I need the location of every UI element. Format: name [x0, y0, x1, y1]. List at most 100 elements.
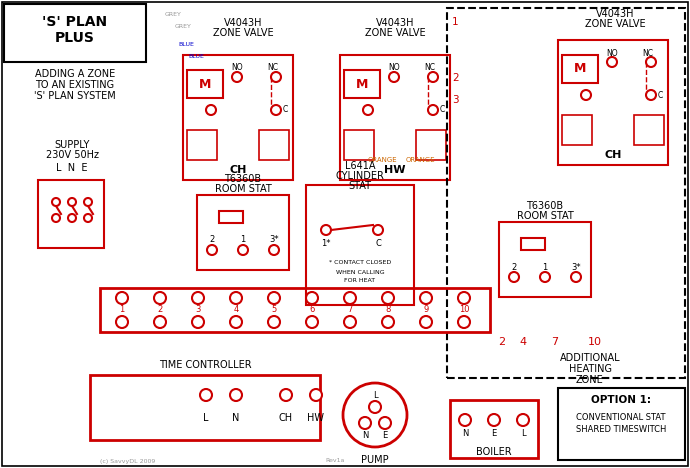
Text: 1: 1: [119, 306, 125, 314]
Circle shape: [382, 292, 394, 304]
Text: C: C: [283, 105, 288, 115]
Text: BLUE: BLUE: [188, 54, 204, 59]
Circle shape: [68, 214, 76, 222]
Bar: [416, 130, 446, 160]
Text: 2: 2: [452, 73, 459, 83]
Text: 2: 2: [209, 235, 215, 244]
Circle shape: [230, 316, 242, 328]
Text: 1: 1: [542, 263, 548, 271]
Text: GREY: GREY: [165, 13, 182, 17]
Bar: [558, 40, 668, 165]
Text: 5: 5: [271, 306, 277, 314]
Bar: [38, 180, 104, 248]
Text: * CONTACT CLOSED: * CONTACT CLOSED: [329, 261, 391, 265]
Text: E: E: [382, 431, 388, 439]
Text: L: L: [204, 413, 209, 423]
Circle shape: [230, 292, 242, 304]
Circle shape: [571, 272, 581, 282]
Circle shape: [192, 292, 204, 304]
Circle shape: [238, 245, 248, 255]
Text: V4043H: V4043H: [376, 18, 414, 28]
Text: ORANGE: ORANGE: [367, 157, 397, 163]
Text: CONVENTIONAL STAT: CONVENTIONAL STAT: [576, 414, 666, 423]
Circle shape: [207, 245, 217, 255]
Text: CH: CH: [279, 413, 293, 423]
Text: (c) SavvyDL 2009: (c) SavvyDL 2009: [100, 459, 155, 463]
Bar: [100, 288, 490, 332]
Text: 8: 8: [385, 306, 391, 314]
Circle shape: [458, 316, 470, 328]
Text: OPTION 1:: OPTION 1:: [591, 395, 651, 405]
Circle shape: [154, 316, 166, 328]
Circle shape: [343, 383, 407, 447]
Text: FOR HEAT: FOR HEAT: [344, 278, 375, 284]
Circle shape: [517, 414, 529, 426]
Bar: [344, 70, 380, 98]
Text: TIME CONTROLLER: TIME CONTROLLER: [159, 360, 251, 370]
Text: NO: NO: [388, 64, 400, 73]
Circle shape: [581, 90, 591, 100]
Circle shape: [373, 225, 383, 235]
Circle shape: [192, 316, 204, 328]
Circle shape: [268, 292, 280, 304]
Text: PUMP: PUMP: [361, 455, 388, 465]
Bar: [219, 211, 243, 223]
Text: C: C: [375, 239, 381, 248]
Circle shape: [206, 105, 216, 115]
Text: M: M: [199, 78, 211, 90]
Circle shape: [488, 414, 500, 426]
Bar: [259, 130, 289, 160]
Text: 2: 2: [157, 306, 163, 314]
Text: ZONE: ZONE: [576, 375, 604, 385]
Text: 2: 2: [498, 337, 506, 347]
Text: PLUS: PLUS: [55, 31, 95, 45]
Circle shape: [271, 105, 281, 115]
Text: SHARED TIMESWITCH: SHARED TIMESWITCH: [576, 425, 666, 434]
Circle shape: [310, 389, 322, 401]
Circle shape: [268, 316, 280, 328]
Circle shape: [232, 72, 242, 82]
Circle shape: [116, 316, 128, 328]
Bar: [183, 55, 293, 180]
Text: ZONE VALVE: ZONE VALVE: [213, 28, 273, 38]
Text: 3: 3: [452, 95, 459, 105]
Text: 230V 50Hz: 230V 50Hz: [46, 150, 99, 160]
Circle shape: [200, 389, 212, 401]
Text: 6: 6: [309, 306, 315, 314]
Text: ADDITIONAL: ADDITIONAL: [560, 353, 620, 363]
Text: 'S' PLAN: 'S' PLAN: [43, 15, 108, 29]
Circle shape: [154, 292, 166, 304]
Circle shape: [420, 316, 432, 328]
Circle shape: [540, 272, 550, 282]
Bar: [558, 388, 685, 460]
Text: T6360B: T6360B: [224, 174, 262, 184]
Text: NC: NC: [268, 64, 279, 73]
Bar: [447, 8, 685, 378]
Circle shape: [230, 389, 242, 401]
Circle shape: [509, 272, 519, 282]
Text: ROOM STAT: ROOM STAT: [215, 184, 271, 194]
Text: L641A: L641A: [345, 161, 375, 171]
Text: L: L: [521, 430, 525, 439]
Text: L  N  E: L N E: [57, 163, 88, 173]
Text: HEATING: HEATING: [569, 364, 611, 374]
Text: V4043H: V4043H: [224, 18, 262, 28]
Circle shape: [363, 105, 373, 115]
Text: TO AN EXISTING: TO AN EXISTING: [35, 80, 115, 90]
Circle shape: [68, 198, 76, 206]
Circle shape: [306, 316, 318, 328]
Circle shape: [321, 225, 331, 235]
Circle shape: [646, 90, 656, 100]
Text: BLUE: BLUE: [178, 42, 194, 46]
Circle shape: [420, 292, 432, 304]
Text: CYLINDER: CYLINDER: [335, 171, 384, 181]
Text: NC: NC: [642, 49, 653, 58]
Circle shape: [271, 72, 281, 82]
Circle shape: [84, 198, 92, 206]
Circle shape: [306, 292, 318, 304]
Text: 4: 4: [233, 306, 239, 314]
Text: ADDING A ZONE: ADDING A ZONE: [35, 69, 115, 79]
Circle shape: [84, 214, 92, 222]
Circle shape: [369, 401, 381, 413]
Text: V4043H: V4043H: [595, 9, 634, 19]
